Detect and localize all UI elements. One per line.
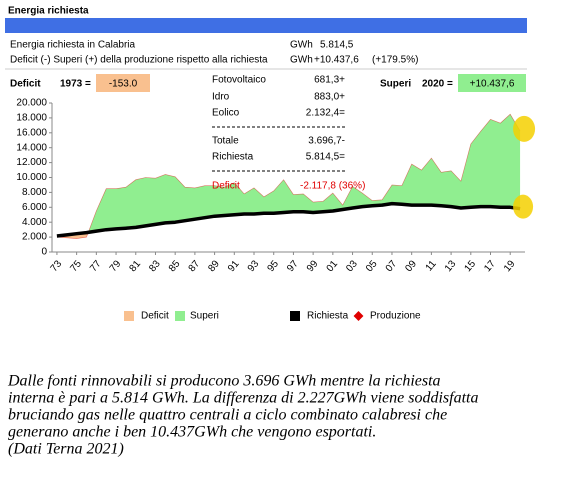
x-tick-label: 93 [246, 258, 262, 274]
row-value: +10.437,6 [314, 55, 359, 66]
row-unit: GWh [290, 55, 313, 66]
x-tick-label: 87 [187, 258, 203, 274]
row-pct: (+179.5%) [372, 55, 418, 66]
summary: Fotovoltaico 681,3+ Idro 883,0+ Eolico 2… [212, 75, 365, 192]
x-tick-label: 95 [265, 258, 281, 274]
summary-value: 883,0+ [314, 92, 345, 103]
x-tick-label: 99 [305, 258, 321, 274]
summary-value: 3.696,7- [308, 136, 345, 147]
deficit-box [96, 74, 150, 92]
superi-value: +10.437,6 [470, 79, 515, 90]
highlight [513, 194, 534, 219]
title-bar [5, 18, 527, 33]
x-tick-label: 05 [364, 258, 380, 274]
y-tick-label: 10.000 [16, 172, 47, 183]
summary-label: Idro [212, 92, 230, 103]
summary-label: Richiesta [212, 152, 254, 163]
x-tick-label: 79 [108, 258, 124, 274]
y-tick-label: 0 [41, 247, 47, 258]
legend-swatch [290, 311, 300, 321]
y-tick-label: 4.000 [22, 217, 47, 228]
legend-label: Superi [190, 311, 219, 322]
summary-value: 5.814,5= [306, 152, 345, 163]
superi-box [458, 74, 526, 92]
note-line: (Dati Terna 2021) [8, 441, 124, 458]
x-tick-label: 01 [325, 258, 341, 274]
row-label: Deficit (-) Superi (+) della produzione … [10, 55, 268, 66]
x-tick-label: 81 [128, 258, 144, 274]
x-tick-label: 13 [443, 258, 459, 274]
x-tick-label: 97 [285, 258, 301, 274]
richiesta-line [56, 201, 521, 238]
x-tick-label: 15 [463, 258, 479, 274]
x-tick-label: 07 [384, 258, 400, 274]
highlight [513, 115, 536, 142]
produzione-line [56, 113, 521, 239]
x-tick-label: 89 [206, 258, 222, 274]
row-value: 5.814,5 [320, 40, 354, 51]
deficit-value: -153.0 [109, 79, 138, 90]
x-tick-label: 11 [424, 258, 439, 273]
superi-area [56, 114, 521, 236]
note-line: bruciando gas nelle quattro centrali a c… [8, 407, 447, 424]
summary-deficit-value: -2.117,8 (36%) [300, 181, 365, 192]
summary-value: 2.132,4= [306, 108, 345, 119]
plot: 0 2.000 4.000 6.000 8.000 10.000 12.000 14.000 1… [16, 98, 536, 322]
superi-label: Superi [380, 79, 411, 90]
note-line: generano anche i ben 10.437GWh che vengo… [8, 424, 376, 441]
x-tick-label: 09 [403, 258, 419, 274]
y-tick-label: 16.000 [16, 127, 47, 138]
deficit-year: 1973 = [60, 79, 91, 90]
panel-title: Energia richiesta [8, 6, 89, 17]
x-tick-label: 83 [147, 258, 163, 274]
x-tick-label: 77 [88, 258, 104, 274]
y-tick-label: 20.000 [16, 98, 47, 109]
legend-swatch [175, 311, 185, 321]
summary-label: Fotovoltaico [212, 75, 266, 86]
legend-label: Deficit [141, 311, 169, 322]
summary-label: Totale [212, 136, 239, 147]
summary-deficit-label: Deficit [212, 181, 240, 192]
y-tick-label: 6.000 [22, 202, 47, 213]
y-tick-label: 12.000 [16, 157, 47, 168]
x-tick-label: 03 [344, 258, 360, 274]
summary-value: 681,3+ [314, 75, 345, 86]
note: Dalle fonti rinnovabili si producono 3.6… [7, 373, 478, 458]
legend-label: Produzione [370, 311, 421, 322]
note-line: Dalle fonti rinnovabili si producono 3.6… [7, 373, 441, 390]
x-tick-label: 19 [502, 258, 518, 274]
legend-label: Richiesta [307, 311, 349, 322]
x-tick-label: 75 [68, 258, 84, 274]
legend-swatch [353, 311, 364, 321]
x-tick-label: 73 [49, 258, 65, 274]
row-label: Energia richiesta in Calabria [10, 40, 136, 51]
x-tick-label: 85 [167, 258, 183, 274]
x-tick-label: 17 [482, 258, 498, 274]
y-tick-label: 18.000 [16, 113, 47, 124]
x-tick-label: 91 [226, 258, 242, 274]
note-line: interna è pari a 5.814 GWh. La differenz… [8, 390, 478, 407]
summary-label: Eolico [212, 108, 240, 119]
y-tick-label: 2.000 [22, 232, 47, 243]
legend-swatch [124, 311, 134, 321]
y-tick-label: 8.000 [22, 187, 47, 198]
deficit-label: Deficit [10, 79, 41, 90]
row-unit: GWh [290, 40, 313, 51]
y-tick-label: 14.000 [16, 142, 47, 153]
superi-year: 2020 = [422, 79, 453, 90]
